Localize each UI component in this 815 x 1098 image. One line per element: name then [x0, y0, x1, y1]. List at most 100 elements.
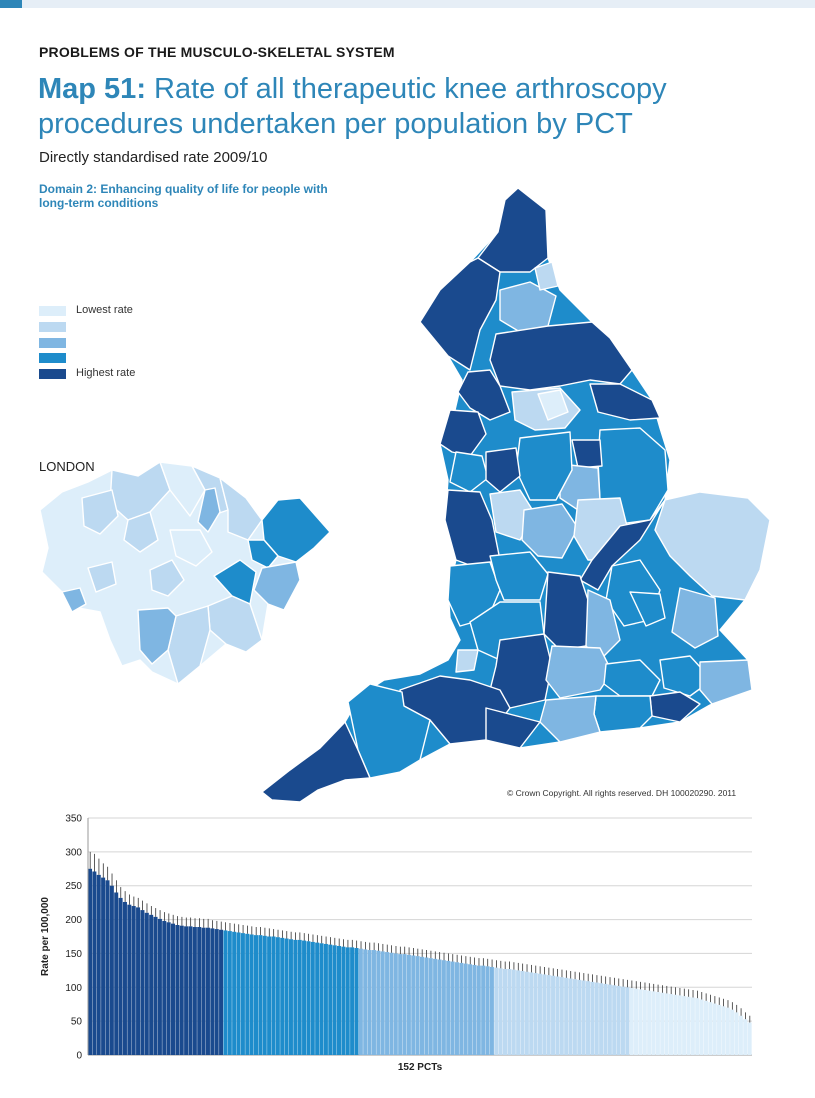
- bar: [288, 939, 293, 1055]
- london-borough: [159, 461, 206, 517]
- bar: [389, 952, 394, 1055]
- bar: [153, 916, 158, 1055]
- bar: [437, 959, 442, 1055]
- bar: [725, 1007, 730, 1055]
- bar: [703, 1000, 708, 1055]
- bar: [669, 994, 674, 1055]
- bar: [354, 948, 359, 1055]
- bar: [275, 937, 280, 1055]
- pct-region: [261, 721, 371, 803]
- bar: [406, 954, 411, 1055]
- bar: [162, 920, 167, 1055]
- legend-swatch-lowest: [39, 306, 66, 316]
- london-borough: [207, 595, 263, 653]
- london-borough: [81, 489, 119, 535]
- bar: [664, 993, 669, 1055]
- bar: [472, 964, 477, 1055]
- bar: [337, 945, 342, 1055]
- bar: [433, 958, 438, 1055]
- bar: [271, 936, 276, 1055]
- bar: [634, 988, 639, 1055]
- legend-swatch-4: [39, 353, 66, 364]
- london-borough: [137, 607, 177, 665]
- legend-label-highest: Highest rate: [76, 367, 136, 380]
- bar: [747, 1022, 752, 1055]
- top-bar: [0, 0, 815, 8]
- pct-region: [489, 633, 553, 709]
- bar: [332, 945, 337, 1055]
- bar: [201, 927, 206, 1055]
- bar: [297, 939, 302, 1055]
- bar: [310, 941, 315, 1055]
- bar: [376, 950, 381, 1055]
- bar: [459, 962, 464, 1055]
- pct-region: [419, 257, 501, 371]
- bar: [721, 1006, 726, 1055]
- bar: [476, 965, 481, 1055]
- london-label: LONDON: [39, 459, 95, 474]
- bar: [620, 986, 625, 1055]
- bar: [695, 998, 700, 1055]
- bar: [232, 931, 237, 1055]
- bar: [157, 918, 162, 1055]
- bar: [258, 935, 263, 1055]
- bar: [717, 1004, 722, 1055]
- legend-swatch-highest: [39, 369, 66, 380]
- bar: [551, 975, 556, 1055]
- bar: [507, 969, 512, 1055]
- bar: [171, 923, 176, 1055]
- bar: [559, 977, 564, 1055]
- bar: [699, 999, 704, 1055]
- bar: [144, 912, 149, 1055]
- bar: [179, 925, 184, 1055]
- x-axis-label: 152 PCTs: [398, 1062, 443, 1073]
- bar: [677, 995, 682, 1055]
- title-prefix: Map 51:: [38, 73, 146, 105]
- bar: [210, 928, 215, 1055]
- pct-region: [571, 439, 603, 469]
- pct-region: [455, 649, 479, 673]
- pct-region: [629, 591, 666, 627]
- y-tick-label: 100: [65, 983, 82, 994]
- bar: [96, 874, 101, 1055]
- bar: [140, 910, 145, 1055]
- bar: [533, 973, 538, 1055]
- bar: [651, 991, 656, 1055]
- london-borough: [253, 561, 301, 611]
- bar: [607, 984, 612, 1055]
- bar: [734, 1012, 739, 1055]
- bar: [131, 906, 136, 1055]
- legend-swatch-2: [39, 321, 66, 332]
- bar: [109, 885, 114, 1055]
- bar: [254, 935, 259, 1055]
- bar: [494, 967, 499, 1055]
- y-tick-label: 150: [65, 949, 82, 960]
- bar: [529, 972, 534, 1055]
- bar: [197, 927, 202, 1055]
- bar: [738, 1015, 743, 1055]
- bar: [192, 927, 197, 1055]
- page-subtitle: Directly standardised rate 2009/10: [39, 149, 268, 166]
- y-tick-label: 250: [65, 881, 82, 892]
- y-tick-label: 200: [65, 915, 82, 926]
- pct-region: [545, 645, 613, 699]
- bar: [616, 985, 621, 1055]
- y-tick-label: 50: [71, 1017, 83, 1028]
- pct-region: [589, 383, 661, 421]
- bar: [293, 939, 298, 1055]
- bar: [524, 971, 529, 1055]
- bar: [249, 934, 254, 1055]
- bar: [586, 981, 591, 1055]
- bar: [420, 956, 425, 1055]
- top-bar-accent: [0, 0, 22, 8]
- pct-region: [699, 659, 753, 705]
- bar: [537, 973, 542, 1055]
- bar: [481, 965, 486, 1055]
- bar: [520, 971, 525, 1055]
- bar: [489, 966, 494, 1055]
- bar: [564, 977, 569, 1055]
- title-text: Rate of all therapeutic knee arthroscopy…: [38, 73, 667, 140]
- bar: [363, 949, 368, 1055]
- bar: [136, 907, 141, 1055]
